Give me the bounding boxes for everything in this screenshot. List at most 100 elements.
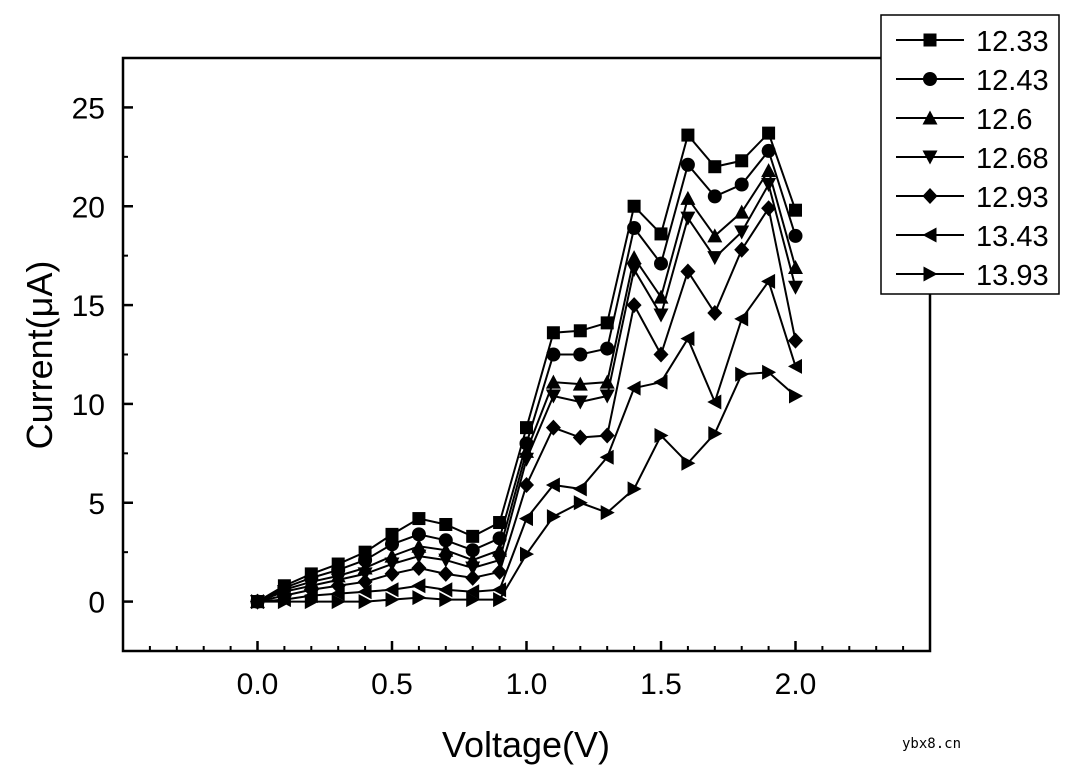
legend-marker — [922, 188, 938, 204]
data-point — [761, 163, 777, 178]
data-point — [762, 126, 776, 140]
data-point — [761, 200, 777, 217]
data-point — [411, 549, 427, 564]
data-point — [627, 199, 641, 213]
data-point — [573, 495, 588, 511]
data-point — [331, 594, 346, 610]
data-point — [707, 251, 723, 266]
data-point — [465, 584, 480, 600]
legend-marker — [923, 72, 937, 86]
data-point — [734, 204, 750, 219]
data-point — [789, 388, 803, 404]
data-point — [653, 308, 669, 323]
data-point — [626, 263, 642, 278]
data-point — [599, 389, 615, 404]
data-point — [788, 358, 802, 374]
data-point — [734, 241, 750, 258]
data-point — [734, 225, 750, 240]
data-point — [384, 565, 400, 582]
data-point — [626, 297, 642, 314]
data-point — [519, 476, 534, 493]
series-13-43 — [250, 273, 802, 610]
data-point — [384, 557, 400, 572]
data-point — [492, 542, 508, 557]
x-tick-label: 0.5 — [371, 668, 413, 701]
data-point — [546, 347, 561, 362]
data-point — [251, 594, 265, 610]
series-12-43 — [250, 143, 803, 609]
data-point — [708, 426, 723, 442]
data-point — [735, 154, 749, 168]
data-point — [438, 565, 454, 582]
data-point — [545, 374, 561, 389]
data-point — [545, 389, 561, 404]
data-point — [734, 311, 749, 327]
data-point — [762, 364, 777, 380]
data-point — [761, 273, 776, 289]
data-point — [654, 428, 669, 444]
data-point — [627, 220, 642, 235]
legend-box — [880, 14, 1060, 295]
data-point — [438, 533, 453, 548]
data-point — [788, 228, 803, 243]
x-tick-label: 1.0 — [506, 668, 548, 701]
data-point — [788, 280, 803, 295]
data-point — [519, 452, 534, 467]
data-point — [385, 527, 399, 541]
data-point — [465, 569, 481, 586]
data-point — [492, 563, 508, 580]
data-point — [788, 332, 803, 349]
legend-label: 13.93 — [976, 260, 1049, 292]
legend-label: 12.93 — [976, 182, 1049, 214]
y-tick-label: 10 — [72, 389, 105, 422]
data-point — [599, 449, 614, 465]
data-point — [411, 559, 427, 576]
x-tick-label: 2.0 — [775, 668, 817, 701]
data-point — [545, 419, 561, 436]
legend-marker — [922, 227, 937, 243]
legend-label: 12.33 — [976, 26, 1049, 58]
data-point — [680, 157, 695, 172]
data-point — [708, 160, 722, 174]
x-axis-ticks: 0.0 0.5 1.0 1.5 2.0 — [148, 641, 905, 701]
data-point — [789, 203, 802, 217]
data-point — [412, 512, 426, 526]
legend-label: 12.43 — [976, 65, 1049, 97]
data-point — [545, 477, 560, 493]
data-point — [573, 324, 587, 338]
x-tick-label: 1.5 — [640, 668, 682, 701]
data-point — [735, 366, 750, 382]
data-point — [626, 380, 641, 396]
data-point — [599, 427, 615, 444]
data-point — [358, 553, 373, 568]
data-point — [707, 189, 722, 204]
series-line — [257, 148, 797, 603]
y-axis-label: Current(μA) — [19, 261, 60, 450]
data-point — [681, 455, 696, 471]
legend-marker — [922, 150, 938, 165]
series-layer — [250, 126, 803, 610]
x-tick-label: 0.0 — [237, 668, 279, 701]
legend-label: 12.6 — [976, 104, 1032, 136]
data-point — [707, 394, 722, 410]
data-point — [385, 537, 399, 552]
data-point — [680, 331, 695, 347]
data-point — [357, 584, 372, 600]
data-point — [707, 304, 723, 321]
data-point — [465, 543, 480, 558]
data-point — [761, 143, 776, 158]
data-point — [411, 527, 426, 542]
data-point — [465, 561, 481, 576]
data-point — [466, 529, 480, 543]
data-point — [439, 592, 454, 608]
y-tick-label: 25 — [72, 92, 105, 125]
legend-label: 12.68 — [976, 143, 1049, 175]
watermark-text: ybx8.cn — [902, 736, 962, 752]
data-point — [358, 594, 373, 610]
legend-marker — [922, 110, 938, 125]
y-axis-ticks: 0 5 10 15 20 25 — [72, 57, 133, 652]
data-point — [600, 505, 615, 521]
legend: 12.33 12.43 12.6 12.68 12.93 13.43 13.93 — [880, 14, 1060, 295]
series-line — [256, 131, 797, 603]
y-tick-label: 5 — [88, 488, 105, 521]
